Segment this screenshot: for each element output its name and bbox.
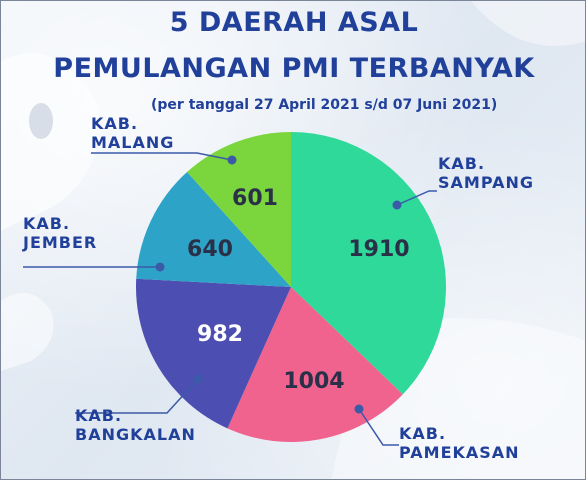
pie-slice-jember bbox=[136, 172, 291, 287]
subtitle-date-range: (per tanggal 27 April 2021 s/d 07 Juni 2… bbox=[151, 97, 498, 113]
leader-line-malang bbox=[91, 152, 233, 161]
leader-dot-bangkalan bbox=[193, 374, 203, 384]
leader-dot-sampang bbox=[392, 200, 402, 210]
data-label-pamekasan: 1004 bbox=[283, 369, 344, 394]
title-line-1: 5 DAERAH ASAL bbox=[169, 7, 419, 38]
pie-slice-sampang bbox=[291, 132, 447, 395]
leader-line-bangkalan bbox=[75, 378, 199, 414]
category-label-jember: KAB. JEMBER bbox=[22, 214, 97, 252]
category-label-malang: KAB. MALANG bbox=[91, 114, 174, 152]
leader-line-sampang bbox=[396, 190, 437, 206]
leader-dot-jember bbox=[155, 262, 165, 272]
data-label-bangkalan: 982 bbox=[197, 322, 243, 347]
data-label-malang: 601 bbox=[232, 186, 278, 211]
data-label-jember: 640 bbox=[187, 237, 233, 262]
leader-dot-malang bbox=[227, 155, 237, 165]
category-label-sampang: KAB. SAMPANG bbox=[438, 154, 534, 192]
category-label-bangkalan: KAB. BANGKALAN bbox=[75, 406, 196, 444]
data-label-sampang: 1910 bbox=[348, 237, 409, 262]
pie-slice-malang bbox=[187, 132, 291, 287]
leader-dot-pamekasan bbox=[354, 404, 364, 414]
pie-slice-pamekasan bbox=[227, 287, 403, 442]
title-line-2: PEMULANGAN PMI TERBANYAK bbox=[53, 53, 535, 84]
pie-slice-bangkalan bbox=[136, 278, 291, 429]
leader-line-pamekasan bbox=[358, 408, 399, 446]
category-label-pamekasan: KAB. PAMEKASAN bbox=[399, 424, 520, 462]
